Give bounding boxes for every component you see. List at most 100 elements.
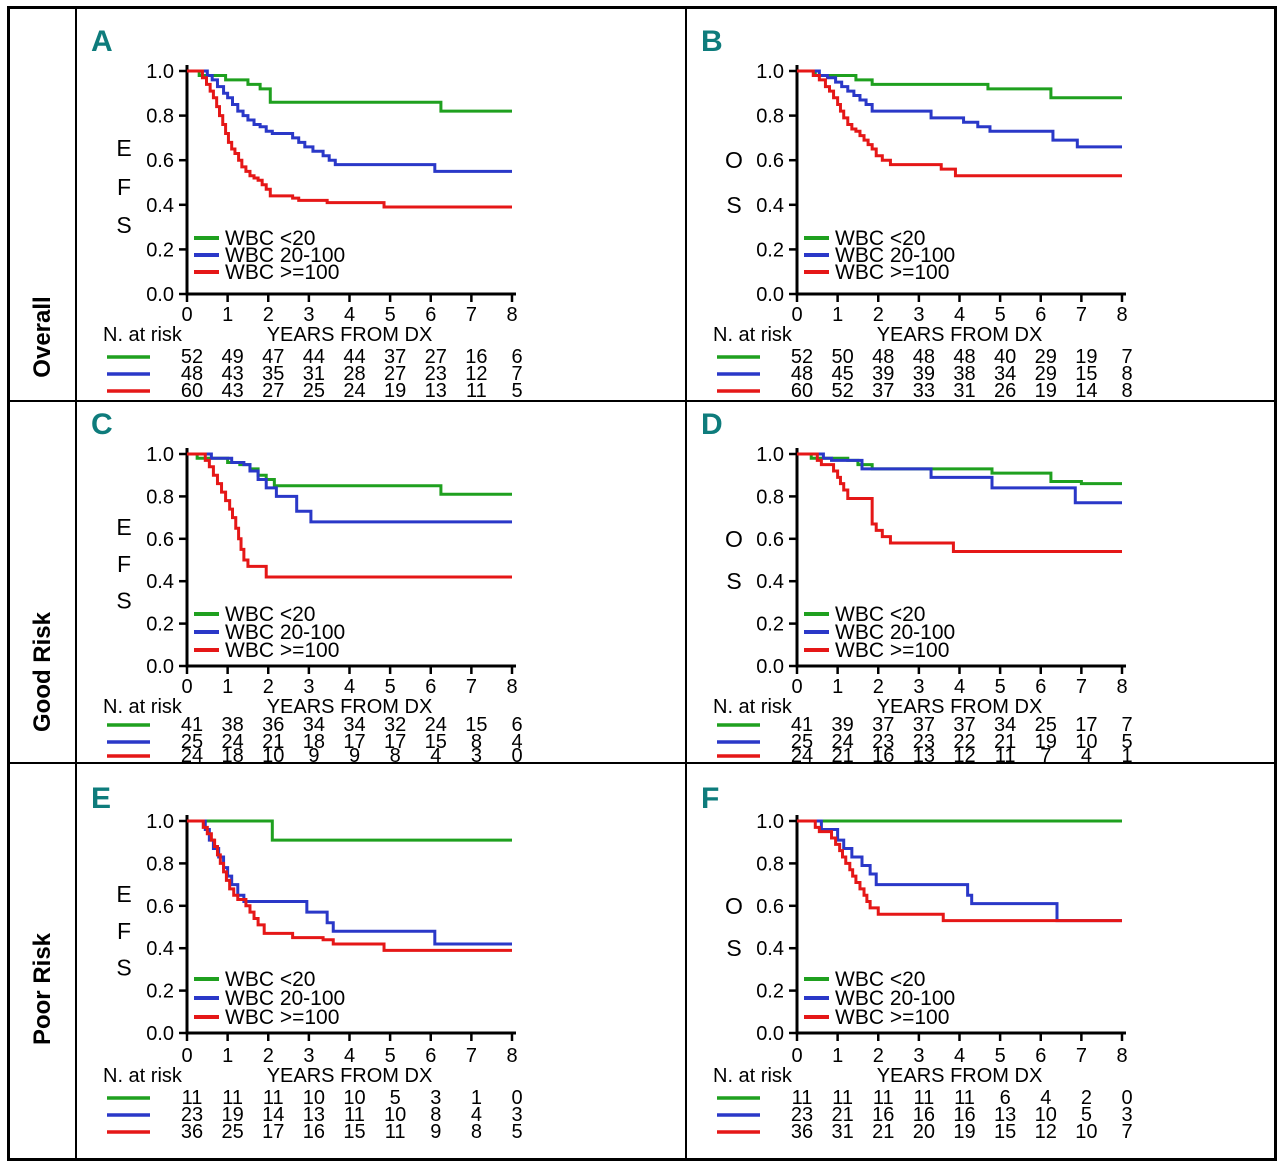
svg-text:8: 8 xyxy=(430,1104,441,1126)
svg-text:3: 3 xyxy=(913,304,924,326)
svg-text:23: 23 xyxy=(425,363,447,385)
svg-text:F: F xyxy=(117,918,131,944)
panel-cell-C: C 0.0 0.2 0.4 0.6 0.8 1.0 0 1 2 3 4 5 6 7 8 E F S WBC <20 W… xyxy=(77,402,687,764)
svg-text:7: 7 xyxy=(1076,1045,1087,1067)
svg-text:1: 1 xyxy=(222,304,233,326)
svg-text:5: 5 xyxy=(995,1045,1006,1067)
svg-text:WBC >=100: WBC >=100 xyxy=(225,1006,339,1029)
svg-text:4: 4 xyxy=(1081,745,1092,762)
svg-text:17: 17 xyxy=(384,731,406,753)
svg-text:8: 8 xyxy=(506,304,517,326)
svg-text:7: 7 xyxy=(466,676,477,698)
svg-text:45: 45 xyxy=(832,363,854,385)
svg-text:27: 27 xyxy=(262,380,284,400)
svg-text:11: 11 xyxy=(466,380,487,400)
svg-text:N. at risk: N. at risk xyxy=(103,1065,183,1087)
svg-text:4: 4 xyxy=(344,676,355,698)
svg-text:29: 29 xyxy=(1035,346,1057,368)
svg-text:10: 10 xyxy=(1075,731,1097,753)
svg-text:0.6: 0.6 xyxy=(146,896,174,918)
svg-text:7: 7 xyxy=(1076,304,1087,326)
svg-text:23: 23 xyxy=(181,1104,203,1126)
svg-text:15: 15 xyxy=(465,714,487,736)
svg-text:7: 7 xyxy=(1121,1121,1132,1143)
svg-text:7: 7 xyxy=(511,363,522,385)
svg-text:WBC <20: WBC <20 xyxy=(225,603,315,626)
svg-text:0: 0 xyxy=(511,745,522,762)
svg-text:8: 8 xyxy=(1121,380,1132,400)
svg-text:21: 21 xyxy=(832,745,854,762)
svg-text:48: 48 xyxy=(181,363,203,385)
svg-text:WBC 20-100: WBC 20-100 xyxy=(835,244,955,267)
svg-text:13: 13 xyxy=(303,1104,325,1126)
svg-text:15: 15 xyxy=(994,1121,1016,1143)
svg-text:6: 6 xyxy=(1000,1087,1011,1109)
svg-text:34: 34 xyxy=(303,714,325,736)
svg-text:N. at risk: N. at risk xyxy=(713,324,793,346)
svg-text:3: 3 xyxy=(303,676,314,698)
svg-text:39: 39 xyxy=(832,714,854,736)
svg-text:YEARS FROM DX: YEARS FROM DX xyxy=(877,324,1043,346)
svg-text:12: 12 xyxy=(953,745,975,762)
svg-text:52: 52 xyxy=(832,380,854,400)
svg-text:22: 22 xyxy=(953,731,975,753)
svg-text:0.2: 0.2 xyxy=(756,614,784,636)
svg-text:11: 11 xyxy=(263,1087,284,1109)
svg-text:5: 5 xyxy=(995,304,1006,326)
svg-text:2: 2 xyxy=(873,676,884,698)
svg-text:19: 19 xyxy=(1035,731,1057,753)
svg-text:YEARS FROM DX: YEARS FROM DX xyxy=(267,324,433,346)
svg-text:23: 23 xyxy=(791,1104,813,1126)
svg-text:0.4: 0.4 xyxy=(146,938,174,960)
svg-text:36: 36 xyxy=(791,1121,813,1143)
svg-text:0.8: 0.8 xyxy=(146,486,174,508)
svg-text:8: 8 xyxy=(506,676,517,698)
svg-text:27: 27 xyxy=(384,363,406,385)
svg-text:14: 14 xyxy=(262,1104,284,1126)
svg-text:0.0: 0.0 xyxy=(756,1023,784,1045)
svg-text:14: 14 xyxy=(1075,380,1097,400)
svg-text:0.0: 0.0 xyxy=(756,656,784,678)
svg-text:60: 60 xyxy=(791,380,813,400)
svg-text:2: 2 xyxy=(1081,1087,1092,1109)
svg-text:11: 11 xyxy=(995,745,1016,762)
svg-text:16: 16 xyxy=(913,1104,935,1126)
svg-text:5: 5 xyxy=(385,304,396,326)
row-label-overall: Overall xyxy=(28,296,56,379)
svg-text:9: 9 xyxy=(308,745,319,762)
svg-text:17: 17 xyxy=(1075,714,1097,736)
svg-text:16: 16 xyxy=(872,745,894,762)
svg-text:43: 43 xyxy=(222,380,244,400)
svg-text:40: 40 xyxy=(994,346,1016,368)
svg-text:41: 41 xyxy=(181,714,203,736)
svg-text:6: 6 xyxy=(425,1045,436,1067)
svg-text:25: 25 xyxy=(181,731,203,753)
svg-text:41: 41 xyxy=(791,714,813,736)
svg-text:25: 25 xyxy=(791,731,813,753)
row-header-good-risk: Good Risk xyxy=(10,402,77,764)
svg-text:F: F xyxy=(117,174,131,200)
svg-text:WBC 20-100: WBC 20-100 xyxy=(225,621,345,644)
svg-text:15: 15 xyxy=(425,731,447,753)
svg-text:20: 20 xyxy=(913,1121,935,1143)
svg-text:4: 4 xyxy=(954,676,965,698)
svg-text:31: 31 xyxy=(832,1121,854,1143)
svg-text:8: 8 xyxy=(506,1045,517,1067)
svg-text:5: 5 xyxy=(390,1087,401,1109)
svg-text:37: 37 xyxy=(384,346,406,368)
svg-text:8: 8 xyxy=(1116,676,1127,698)
panel-cell-F: F 0.0 0.2 0.4 0.6 0.8 1.0 0 1 2 3 4 5 6 7 8 O S WBC <20 WB… xyxy=(687,764,1274,1158)
svg-text:5: 5 xyxy=(385,1045,396,1067)
svg-text:48: 48 xyxy=(872,346,894,368)
svg-text:0.8: 0.8 xyxy=(756,486,784,508)
svg-text:13: 13 xyxy=(425,380,447,400)
svg-text:21: 21 xyxy=(262,731,284,753)
svg-text:0.8: 0.8 xyxy=(146,853,174,875)
svg-text:18: 18 xyxy=(303,731,325,753)
panel-letter-E: E xyxy=(91,782,112,815)
svg-text:37: 37 xyxy=(872,380,894,400)
